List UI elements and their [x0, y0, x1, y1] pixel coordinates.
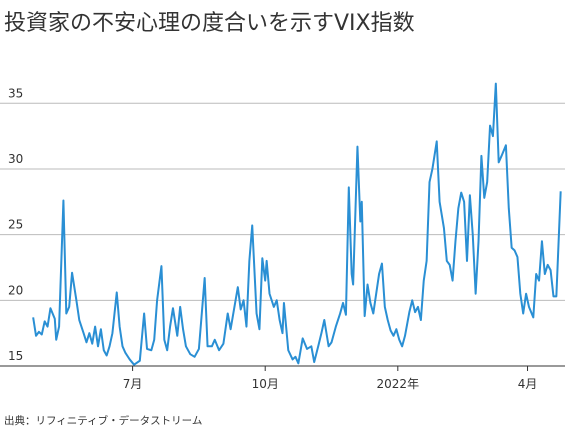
y-tick-label: 30 [8, 152, 23, 166]
x-tick-label: 10月 [252, 377, 279, 391]
y-tick-label: 35 [8, 86, 23, 100]
y-tick-label: 20 [8, 283, 23, 297]
chart-title: 投資家の不安心理の度合いを示すVIX指数 [4, 11, 415, 36]
x-tick-label: 4月 [518, 377, 538, 391]
y-tick-label: 25 [8, 218, 23, 232]
x-tick-label: 2022年 [377, 377, 420, 391]
x-tick-label: 7月 [123, 377, 143, 391]
y-tick-label: 15 [8, 349, 23, 363]
source-note: 出典：リフィニティブ・データストリーム [4, 414, 202, 427]
series-line [32, 82, 562, 366]
